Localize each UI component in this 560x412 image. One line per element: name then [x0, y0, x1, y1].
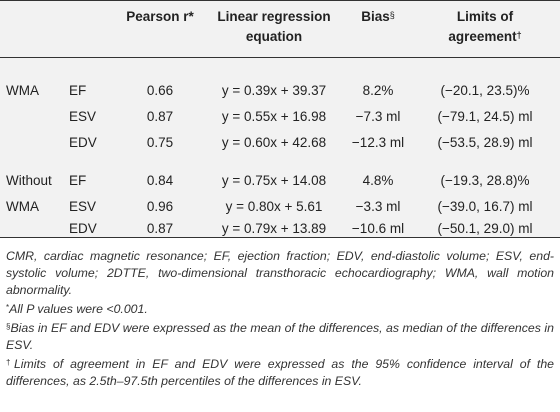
row-equation: y = 0.39x + 39.37 — [221, 83, 327, 98]
row-param: EDV — [69, 135, 97, 150]
header-loa-line1: Limits of — [456, 9, 514, 24]
row-bias: −7.3 ml — [355, 109, 401, 124]
section-mark: § — [6, 322, 11, 331]
group-label-without-line1: Without — [6, 173, 52, 188]
star-mark: * — [6, 303, 10, 312]
row-param: ESV — [69, 199, 97, 214]
row-param: ESV — [69, 109, 97, 124]
row-loa: (−20.1, 23.5)% — [440, 83, 530, 98]
row-bias: −3.3 ml — [355, 199, 401, 214]
row-pearson: 0.75 — [146, 135, 174, 150]
loa-note: †Limits of agreement in EF and EDV were … — [6, 357, 554, 388]
table-top-rule — [0, 0, 560, 1]
header-bias: Bias§ — [361, 9, 395, 24]
header-regression-line2: equation — [245, 29, 303, 44]
group-label-wma: WMA — [6, 83, 39, 98]
row-param: EF — [69, 173, 87, 188]
comparison-table: Pearson r* Linear regression equation Bi… — [0, 0, 560, 238]
row-equation: y = 0.55x + 16.98 — [221, 109, 327, 124]
row-pearson: 0.87 — [146, 109, 174, 124]
row-param: EDV — [69, 221, 97, 236]
table-bottom-rule — [0, 237, 560, 238]
row-loa: (−79.1, 24.5) ml — [437, 109, 533, 124]
table-header-rule — [0, 57, 560, 58]
bias-note: §Bias in EF and EDV were expressed as th… — [6, 321, 554, 352]
header-pearson: Pearson r* — [126, 9, 194, 24]
p-value-note: *All P values were <0.001. — [6, 302, 148, 316]
row-pearson: 0.87 — [146, 221, 174, 236]
row-equation: y = 0.75x + 14.08 — [221, 173, 327, 188]
table-footnotes: CMR, cardiac magnetic resonance; EF, eje… — [6, 248, 554, 392]
header-loa-line2: agreement† — [448, 29, 522, 44]
row-pearson: 0.96 — [146, 199, 174, 214]
row-bias: −12.3 ml — [351, 135, 405, 150]
abbreviations-note: CMR, cardiac magnetic resonance; EF, eje… — [6, 249, 554, 297]
row-loa: (−50.1, 29.0) ml — [437, 221, 533, 236]
dagger-mark: † — [6, 358, 14, 367]
row-bias: 4.8% — [362, 173, 394, 188]
row-bias: 8.2% — [362, 83, 394, 98]
row-param: EF — [69, 83, 87, 98]
row-equation: y = 0.79x + 13.89 — [221, 221, 327, 236]
row-equation: y = 0.60x + 42.68 — [221, 135, 327, 150]
bias-footnote-mark: § — [389, 10, 395, 20]
row-pearson: 0.66 — [146, 83, 174, 98]
row-loa: (−39.0, 16.7) ml — [437, 199, 533, 214]
row-bias: −10.6 ml — [351, 221, 405, 236]
row-loa: (−53.5, 28.9) ml — [437, 135, 533, 150]
row-equation: y = 0.80x + 5.61 — [225, 199, 323, 214]
header-regression-line1: Linear regression — [217, 9, 331, 24]
row-pearson: 0.84 — [146, 173, 174, 188]
row-loa: (−19.3, 28.8)% — [440, 173, 530, 188]
group-label-without-line2: WMA — [6, 199, 39, 214]
loa-footnote-mark: † — [516, 30, 522, 40]
